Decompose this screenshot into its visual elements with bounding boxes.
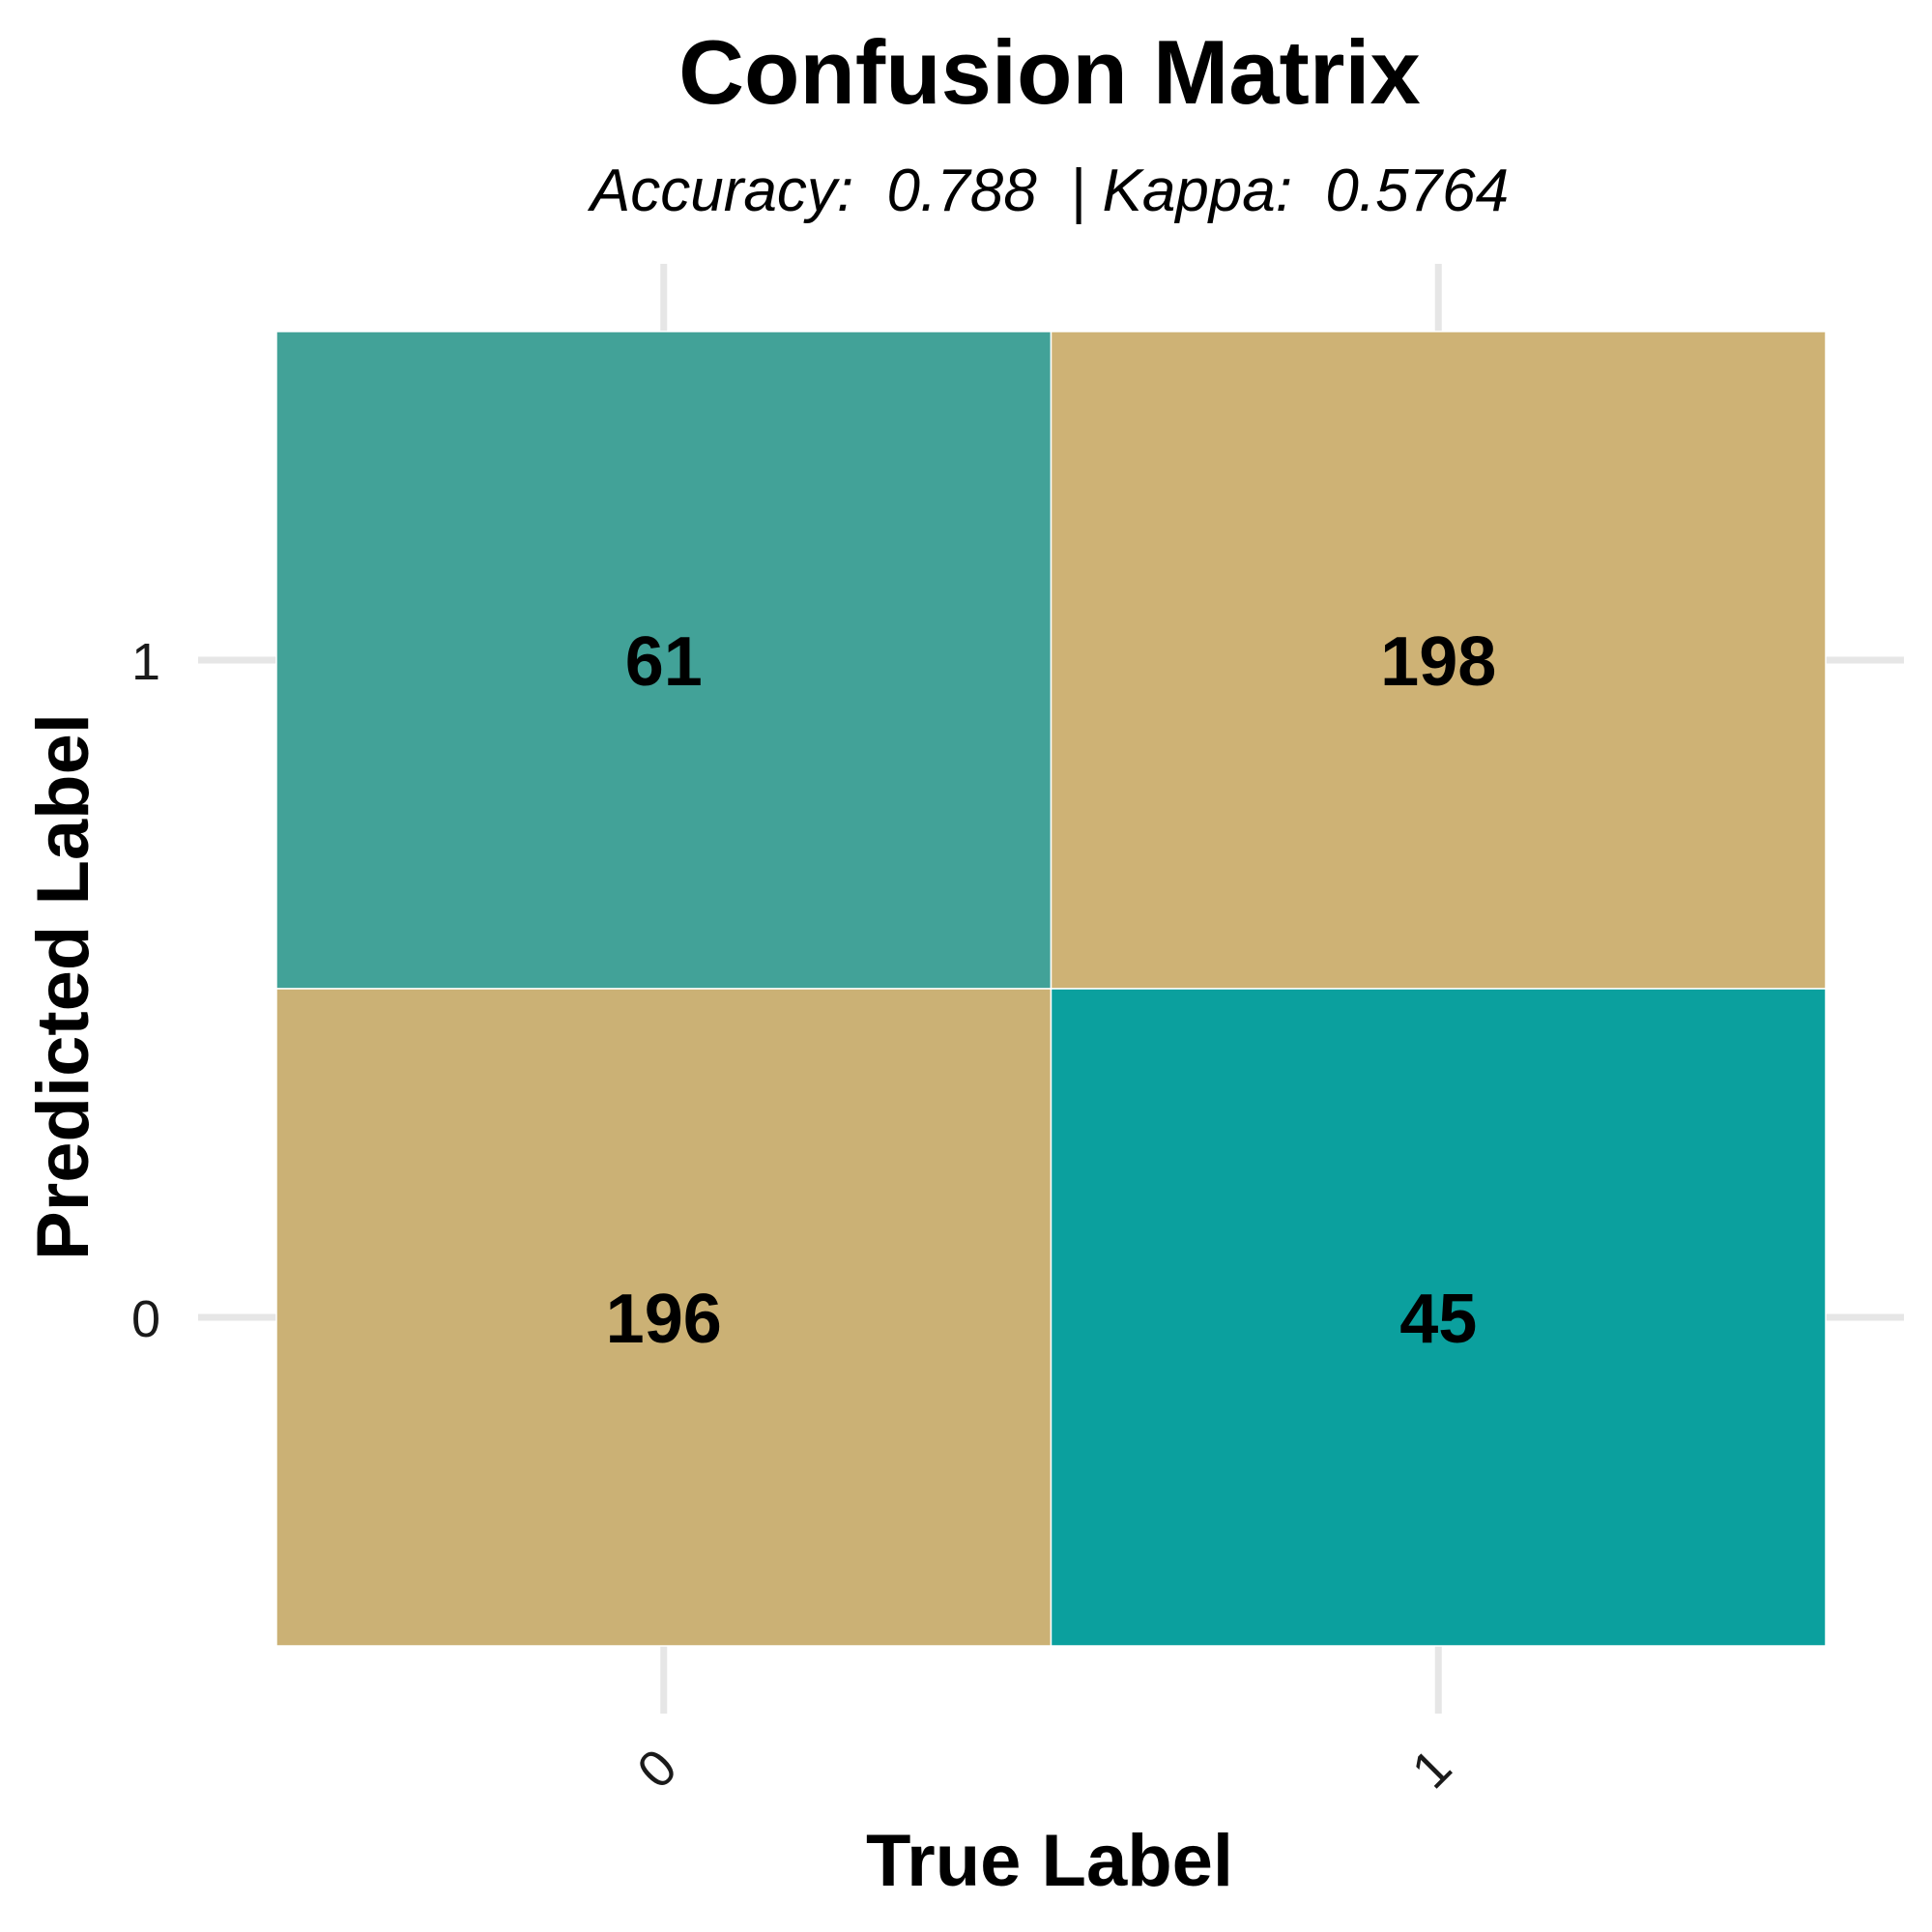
y-axis-title: Predicted Label xyxy=(22,713,104,1260)
y-tick-label-1: 1 xyxy=(131,633,160,691)
chart-subtitle: Accuracy: 0.788 | Kappa: 0.5764 xyxy=(587,158,1509,224)
cell-value-true-1-predicted-1: 198 xyxy=(1380,623,1496,701)
cell-value-labels: 61 198 196 45 xyxy=(606,623,1497,1358)
cell-true-0-predicted-0 xyxy=(275,988,1053,1647)
x-axis-title: True Label xyxy=(866,1820,1233,1902)
cell-true-1-predicted-0 xyxy=(1050,988,1827,1647)
x-tick-label-0: 0 xyxy=(626,1738,688,1800)
y-tick-label-0: 0 xyxy=(131,1290,160,1348)
cell-value-true-0-predicted-1: 61 xyxy=(625,623,703,701)
chart-title: Confusion Matrix xyxy=(678,21,1421,123)
cell-true-0-predicted-1 xyxy=(275,331,1053,990)
cell-value-true-1-predicted-0: 45 xyxy=(1399,1281,1477,1358)
cell-value-true-0-predicted-0: 196 xyxy=(606,1281,722,1358)
x-tick-label-1: 1 xyxy=(1401,1738,1463,1800)
heatmap-cells xyxy=(275,331,1827,1647)
